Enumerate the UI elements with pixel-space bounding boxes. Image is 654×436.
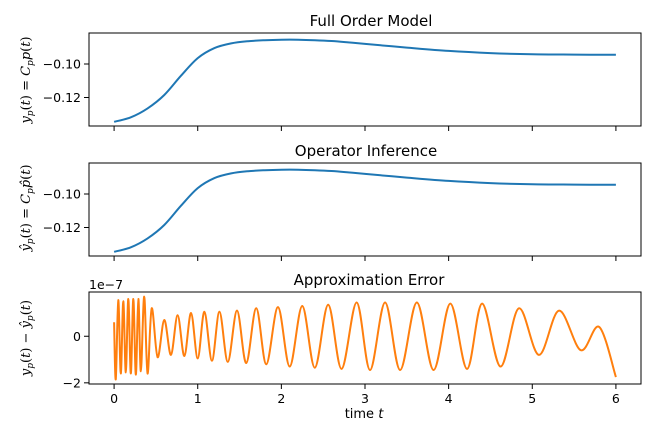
title-approximation-error: Approximation Error	[294, 271, 446, 289]
xtick-label: 2	[277, 391, 285, 406]
axes-frame-3	[88, 291, 642, 385]
xlabel: time t	[345, 407, 385, 422]
xtick-label: 0	[110, 391, 118, 406]
ytick-label: 0	[73, 329, 81, 344]
ylabel-opinf: ŷp(t) = Cpp̂(t)	[19, 164, 36, 252]
series-error-line	[113, 295, 617, 381]
series-fom-line	[113, 38, 616, 123]
offset-text: 1e−7	[89, 277, 123, 292]
ytick-label: −0.12	[43, 220, 81, 235]
panel-approximation-error: Approximation Error 1e−7 −2 0 0 1 2 3 4 5 6 yp(t…	[19, 271, 642, 422]
xtick-label: 5	[528, 391, 536, 406]
xtick-label: 4	[445, 391, 453, 406]
axes-frame-1	[88, 32, 642, 127]
ylabel-error: yp(t) − ŷp(t)	[19, 300, 36, 377]
ytick-label: −0.12	[43, 90, 81, 105]
series-opinf-line	[113, 168, 616, 253]
xtick-label: 3	[361, 391, 369, 406]
panel-operator-inference: Operator Inference −0.12 −0.10 ŷp(t) = Cp…	[19, 142, 642, 261]
ytick-label: −0.10	[43, 57, 81, 72]
ytick-label: −0.10	[43, 187, 81, 202]
title-full-order-model: Full Order Model	[310, 12, 433, 30]
panel-full-order-model: Full Order Model −0.12 −0.10 yp(t) = Cpp(…	[19, 12, 642, 131]
title-operator-inference: Operator Inference	[295, 142, 437, 160]
ytick-label: −2	[63, 375, 81, 390]
xtick-label: 6	[612, 391, 620, 406]
ylabel-fom: yp(t) = Cpp(t)	[19, 36, 36, 124]
axes-frame-2	[88, 162, 642, 257]
xtick-label: 1	[194, 391, 202, 406]
